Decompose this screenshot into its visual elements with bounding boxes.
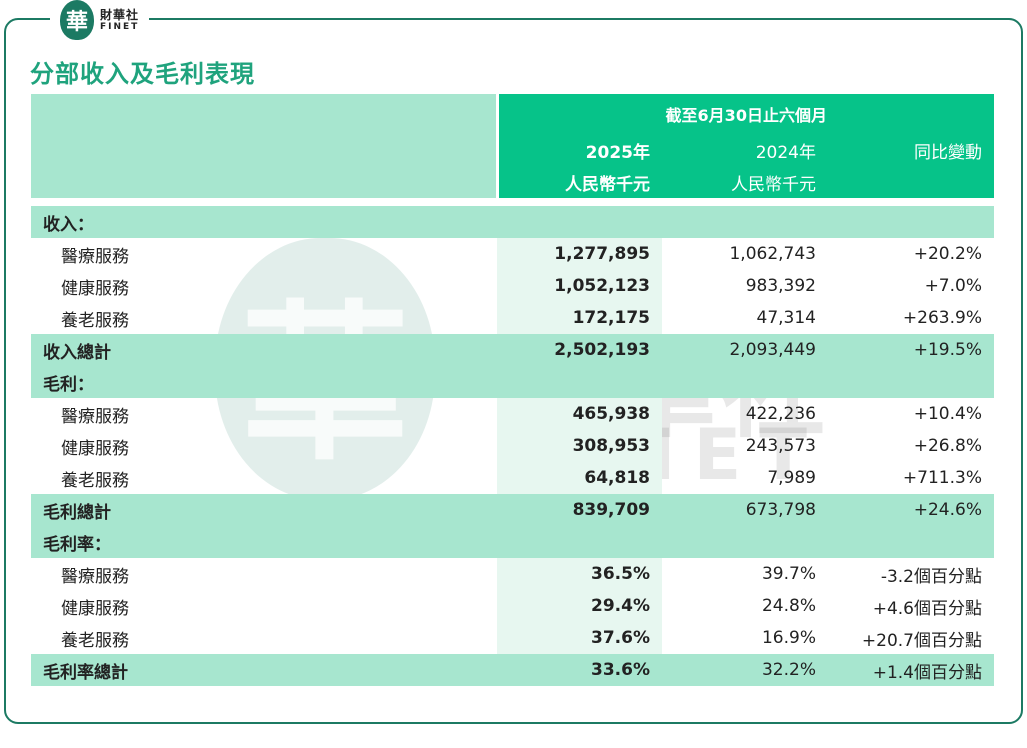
section-label: 毛利率： <box>31 526 994 558</box>
table-row: 健康服務 1,052,123 983,392 +7.0% <box>31 270 994 302</box>
header-period: 截至6月30日止六個月 <box>497 94 994 134</box>
value-2024: 422,236 <box>745 404 816 424</box>
brand-logo: 華 財華社 FINET <box>50 0 150 40</box>
table-row: 健康服務 29.4% 24.8% +4.6個百分點 <box>31 590 994 622</box>
value-change: -3.2個百分點 <box>880 566 982 587</box>
total-2024: 2,093,449 <box>662 334 828 366</box>
value-2025: 465,938 <box>497 398 662 430</box>
row-label: 醫療服務 <box>61 406 129 427</box>
header-change: 同比變動 <box>828 134 994 166</box>
value-change: +263.9% <box>902 308 982 328</box>
header-unit-row: 人民幣千元 人民幣千元 <box>31 166 994 198</box>
total-row-gross-profit: 毛利總計 839,709 673,798 +24.6% <box>31 494 994 526</box>
value-2025: 172,175 <box>497 302 662 334</box>
table-row: 醫療服務 1,277,895 1,062,743 +20.2% <box>31 238 994 270</box>
row-label: 健康服務 <box>61 438 129 459</box>
row-label: 養老服務 <box>61 630 129 651</box>
value-2025: 29.4% <box>497 590 662 622</box>
total-change: +1.4個百分點 <box>828 654 994 686</box>
total-2025: 2,502,193 <box>497 334 662 366</box>
value-2025: 37.6% <box>497 622 662 654</box>
logo-name-cn: 財華社 <box>100 7 140 22</box>
header-year-2025: 2025年 <box>497 134 662 166</box>
header-unit-change <box>828 166 994 198</box>
value-change: +20.7個百分點 <box>861 630 982 651</box>
total-label: 毛利率總計 <box>31 654 497 686</box>
table-row: 醫療服務 36.5% 39.7% -3.2個百分點 <box>31 558 994 590</box>
value-2024: 24.8% <box>761 596 816 616</box>
total-row-revenue: 收入總計 2,502,193 2,093,449 +19.5% <box>31 334 994 366</box>
value-change: +20.2% <box>913 244 982 264</box>
total-2025: 839,709 <box>497 494 662 526</box>
value-2025: 308,953 <box>497 430 662 462</box>
value-2024: 243,573 <box>745 436 816 456</box>
value-change: +711.3% <box>902 468 982 488</box>
section-revenue: 收入： <box>31 206 994 238</box>
logo-mark-icon: 華 <box>60 0 94 40</box>
row-label: 醫療服務 <box>61 246 129 267</box>
value-change: +7.0% <box>924 276 982 296</box>
total-2024: 673,798 <box>662 494 828 526</box>
table-row: 養老服務 172,175 47,314 +263.9% <box>31 302 994 334</box>
value-2024: 7,989 <box>767 468 816 488</box>
page-title: 分部收入及毛利表現 <box>30 60 255 88</box>
row-label: 醫療服務 <box>61 566 129 587</box>
table-row: 養老服務 64,818 7,989 +711.3% <box>31 462 994 494</box>
table-row: 醫療服務 465,938 422,236 +10.4% <box>31 398 994 430</box>
value-2025: 1,052,123 <box>497 270 662 302</box>
total-label: 收入總計 <box>31 334 497 366</box>
value-2024: 39.7% <box>761 564 816 584</box>
total-2024: 32.2% <box>662 654 828 686</box>
value-2024: 1,062,743 <box>729 244 816 264</box>
header-gap <box>31 198 994 206</box>
header-unit-2024: 人民幣千元 <box>662 166 828 198</box>
header-year-2024: 2024年 <box>662 134 828 166</box>
value-change: +10.4% <box>913 404 982 424</box>
section-label: 毛利： <box>31 366 994 398</box>
row-label: 健康服務 <box>61 278 129 299</box>
value-2024: 47,314 <box>756 308 816 328</box>
total-change: +24.6% <box>828 494 994 526</box>
header-period-row: 截至6月30日止六個月 <box>31 94 994 198</box>
total-label: 毛利總計 <box>31 494 497 526</box>
segment-table: 截至6月30日止六個月 2025年 2024年 同比變動 人民幣千元 人民幣千元… <box>31 94 994 686</box>
value-2024: 983,392 <box>745 276 816 296</box>
value-change: +26.8% <box>913 436 982 456</box>
header-blank <box>31 94 499 198</box>
table-row: 健康服務 308,953 243,573 +26.8% <box>31 430 994 462</box>
row-label: 養老服務 <box>61 470 129 491</box>
value-change: +4.6個百分點 <box>872 598 982 619</box>
row-label: 養老服務 <box>61 310 129 331</box>
value-2024: 16.9% <box>761 628 816 648</box>
header-year-row: 2025年 2024年 同比變動 <box>31 134 994 166</box>
total-change: +19.5% <box>828 334 994 366</box>
card-frame <box>4 18 1023 724</box>
table-row: 養老服務 37.6% 16.9% +20.7個百分點 <box>31 622 994 654</box>
row-label: 健康服務 <box>61 598 129 619</box>
value-2025: 1,277,895 <box>497 238 662 270</box>
logo-text: 財華社 FINET <box>100 9 139 32</box>
value-2025: 36.5% <box>497 558 662 590</box>
section-label: 收入： <box>31 206 994 238</box>
header-unit-2025: 人民幣千元 <box>497 166 662 198</box>
logo-name-en: FINET <box>100 21 140 32</box>
total-row-margin: 毛利率總計 33.6% 32.2% +1.4個百分點 <box>31 654 994 686</box>
value-2025: 64,818 <box>497 462 662 494</box>
section-gross-profit: 毛利： <box>31 366 994 398</box>
section-margin: 毛利率： <box>31 526 994 558</box>
total-2025: 33.6% <box>497 654 662 686</box>
